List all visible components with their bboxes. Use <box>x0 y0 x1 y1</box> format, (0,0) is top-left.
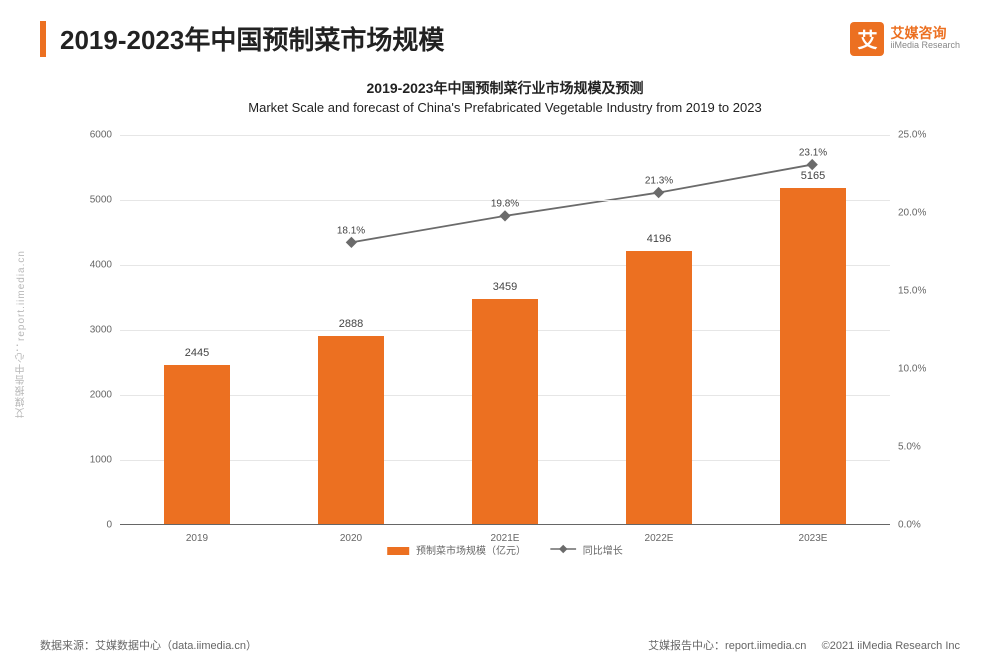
ytick-left: 2000 <box>90 390 112 401</box>
footer: 数据来源：艾媒数据中心（data.iimedia.cn） 艾媒报告中心：repo… <box>40 637 960 653</box>
line-value-label: 23.1% <box>799 147 827 158</box>
footer-report-center: 艾媒报告中心：report.iimedia.cn <box>648 640 806 652</box>
chart-container: 2019-2023年中国预制菜行业市场规模及预测 Market Scale an… <box>70 78 940 555</box>
legend-line-label: 同比增长 <box>583 546 623 557</box>
line-value-label: 18.1% <box>337 225 365 236</box>
chart-title-cn: 2019-2023年中国预制菜行业市场规模及预测 <box>70 78 940 98</box>
legend-line: 同比增长 <box>550 542 623 557</box>
ytick-right: 15.0% <box>898 286 926 297</box>
title-accent-bar <box>40 21 46 57</box>
ytick-left: 0 <box>106 520 112 531</box>
footer-copyright: ©2021 iiMedia Research Inc <box>822 640 960 652</box>
bar: 5165 <box>780 188 845 524</box>
ytick-right: 5.0% <box>898 442 921 453</box>
bar-value-label: 3459 <box>493 281 517 293</box>
ytick-left: 3000 <box>90 325 112 336</box>
gridline <box>120 135 890 136</box>
header: 2019-2023年中国预制菜市场规模 艾 艾媒咨询 iiMedia Resea… <box>0 0 1000 57</box>
bar-value-label: 4196 <box>647 233 671 245</box>
brand-logo: 艾 艾媒咨询 iiMedia Research <box>850 22 960 56</box>
logo-text-en: iiMedia Research <box>890 41 960 51</box>
xtick: 2022E <box>645 533 674 544</box>
logo-icon: 艾 <box>850 22 884 56</box>
ytick-right: 20.0% <box>898 208 926 219</box>
chart-legend: 预制菜市场规模（亿元） 同比增长 <box>387 542 623 557</box>
page-title: 2019-2023年中国预制菜市场规模 <box>60 20 444 57</box>
chart-plot: 0 1000 2000 3000 4000 5000 6000 0.0% 5.0% 10.0% 15… <box>70 125 940 555</box>
ytick-right: 0.0% <box>898 520 921 531</box>
bar: 4196 <box>626 251 691 524</box>
xtick: 2023E <box>799 533 828 544</box>
plot-area: 01000200030004000500060000.0%5.0%10.0%15… <box>120 135 890 525</box>
legend-bar: 预制菜市场规模（亿元） <box>387 542 526 557</box>
line-value-label: 21.3% <box>645 175 673 186</box>
legend-line-icon <box>550 544 576 554</box>
bar-value-label: 2888 <box>339 318 363 330</box>
line-value-label: 19.8% <box>491 199 519 210</box>
bar: 3459 <box>472 299 537 524</box>
ytick-right: 10.0% <box>898 364 926 375</box>
xtick: 2020 <box>340 533 362 544</box>
ytick-left: 6000 <box>90 130 112 141</box>
bar-value-label: 2445 <box>185 347 209 359</box>
ytick-left: 1000 <box>90 455 112 466</box>
logo-text-cn: 艾媒咨询 <box>890 26 960 41</box>
ytick-left: 5000 <box>90 195 112 206</box>
ytick-right: 25.0% <box>898 130 926 141</box>
legend-bar-label: 预制菜市场规模（亿元） <box>416 546 526 557</box>
chart-title-en: Market Scale and forecast of China's Pre… <box>70 100 940 115</box>
xtick: 2019 <box>186 533 208 544</box>
watermark-text: 艾媒报告中心：report.iimedia.cn <box>14 250 29 418</box>
bar: 2445 <box>164 365 229 524</box>
title-block: 2019-2023年中国预制菜市场规模 <box>40 20 444 57</box>
gridline <box>120 265 890 266</box>
bar: 2888 <box>318 336 383 524</box>
data-source: 数据来源：艾媒数据中心（data.iimedia.cn） <box>40 637 257 653</box>
ytick-left: 4000 <box>90 260 112 271</box>
legend-bar-swatch <box>387 547 409 555</box>
bar-value-label: 5165 <box>801 170 825 182</box>
